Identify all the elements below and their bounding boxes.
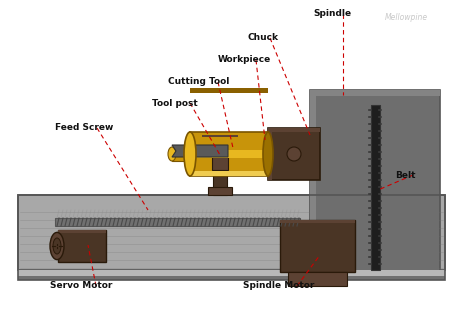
Ellipse shape	[263, 132, 273, 176]
Bar	[371, 105, 380, 270]
Bar	[55, 218, 300, 226]
Text: Workpiece: Workpiece	[218, 56, 271, 64]
Text: Tool post: Tool post	[152, 99, 198, 107]
Bar	[280, 220, 355, 272]
Bar	[190, 171, 268, 176]
Bar	[280, 220, 355, 223]
Ellipse shape	[287, 147, 301, 161]
Bar	[268, 128, 320, 132]
Bar	[268, 128, 320, 180]
Bar	[310, 90, 440, 275]
Bar	[172, 147, 192, 161]
Bar	[212, 156, 228, 170]
Bar	[190, 88, 268, 93]
Bar	[58, 230, 106, 262]
Text: Mellowpine: Mellowpine	[385, 14, 428, 22]
Bar	[310, 90, 316, 275]
Bar	[190, 150, 268, 158]
Text: Feed Screw: Feed Screw	[55, 124, 113, 132]
Bar	[202, 135, 238, 157]
Bar	[208, 187, 232, 195]
Bar	[58, 230, 106, 233]
Text: Chuck: Chuck	[248, 33, 279, 42]
Bar	[190, 132, 268, 176]
Bar	[18, 195, 445, 270]
Text: Cutting Tool: Cutting Tool	[168, 77, 229, 87]
Ellipse shape	[53, 238, 61, 254]
Bar	[18, 276, 445, 280]
Ellipse shape	[184, 132, 196, 176]
Bar	[310, 90, 440, 96]
Ellipse shape	[168, 147, 176, 161]
Text: Spindle: Spindle	[313, 9, 351, 19]
Bar	[18, 270, 445, 280]
Polygon shape	[172, 145, 228, 157]
Text: Servo Motor: Servo Motor	[50, 282, 112, 290]
Text: Spindle Motor: Spindle Motor	[243, 282, 314, 290]
Bar	[213, 157, 227, 195]
Bar	[18, 195, 445, 280]
Bar	[202, 135, 238, 137]
Bar	[258, 142, 270, 170]
Bar	[268, 128, 272, 180]
Text: Belt: Belt	[395, 171, 416, 179]
Ellipse shape	[50, 232, 64, 260]
Bar	[288, 272, 347, 286]
